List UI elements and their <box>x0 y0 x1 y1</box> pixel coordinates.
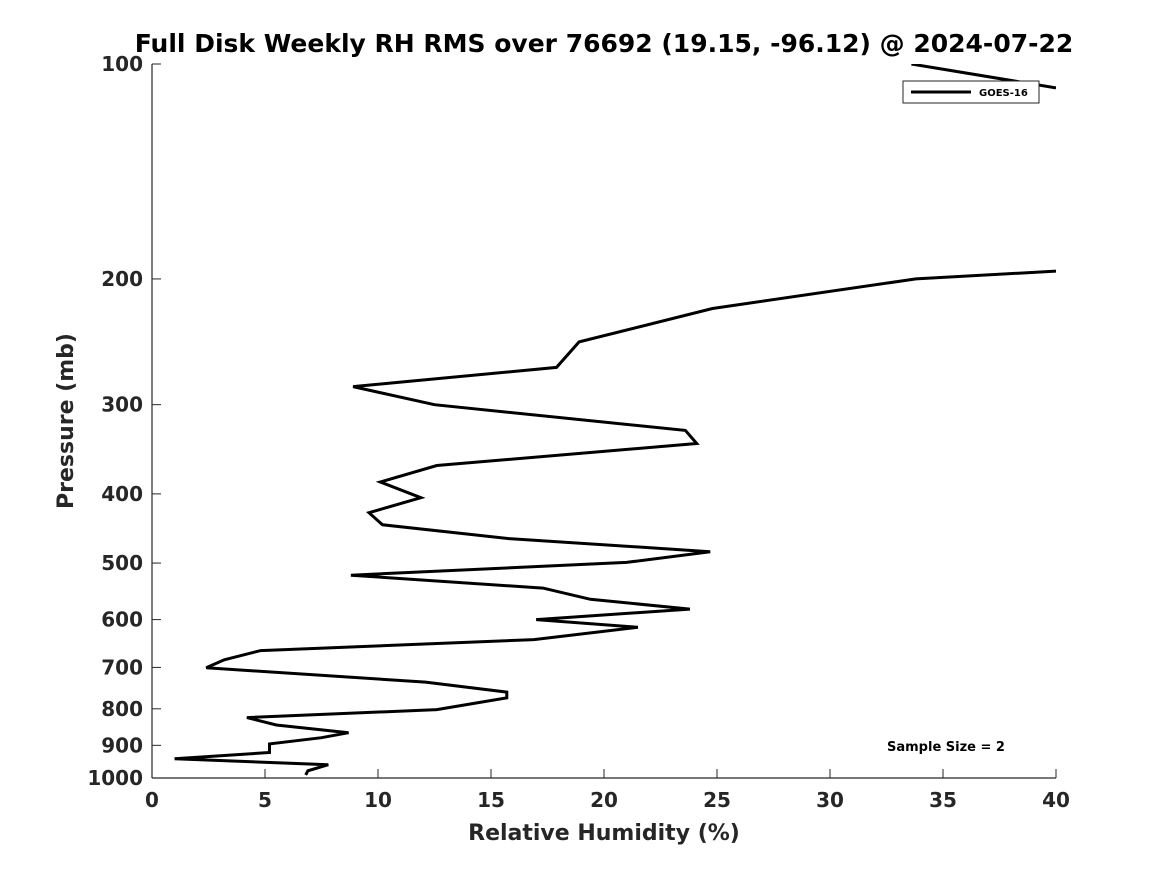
y-tick-label: 200 <box>101 267 143 291</box>
sample-size-annotation: Sample Size = 2 <box>887 740 1005 755</box>
x-ticks: 0 5 10 15 20 25 30 35 40 <box>145 769 1070 812</box>
y-tick-label: 600 <box>101 608 143 632</box>
y-ticks: 100 200 300 400 500 600 700 800 900 1000 <box>87 52 161 790</box>
x-tick-label: 10 <box>364 788 392 812</box>
y-tick-label: 700 <box>101 655 143 679</box>
series-line-goes-16 <box>174 64 1056 776</box>
y-tick-label: 300 <box>101 393 143 417</box>
y-axis-label: Pressure (mb) <box>54 333 79 509</box>
y-tick-label: 100 <box>101 52 143 76</box>
series-layer <box>174 64 1056 776</box>
x-tick-label: 20 <box>590 788 618 812</box>
x-tick-label: 15 <box>477 788 505 812</box>
x-tick-label: 0 <box>145 788 159 812</box>
y-tick-label: 800 <box>101 697 143 721</box>
y-tick-label: 500 <box>101 551 143 575</box>
x-tick-label: 35 <box>929 788 957 812</box>
chart-title: Full Disk Weekly RH RMS over 76692 (19.1… <box>135 29 1074 58</box>
x-tick-label: 30 <box>816 788 844 812</box>
y-tick-label: 1000 <box>87 766 143 790</box>
y-tick-label: 900 <box>101 733 143 757</box>
y-tick-label: 400 <box>101 482 143 506</box>
legend-label-goes-16: GOES-16 <box>979 88 1028 99</box>
x-tick-label: 25 <box>703 788 731 812</box>
x-tick-label: 5 <box>258 788 272 812</box>
x-tick-label: 40 <box>1042 788 1070 812</box>
x-axis-label: Relative Humidity (%) <box>468 821 740 846</box>
legend: GOES-16 <box>902 80 1040 104</box>
